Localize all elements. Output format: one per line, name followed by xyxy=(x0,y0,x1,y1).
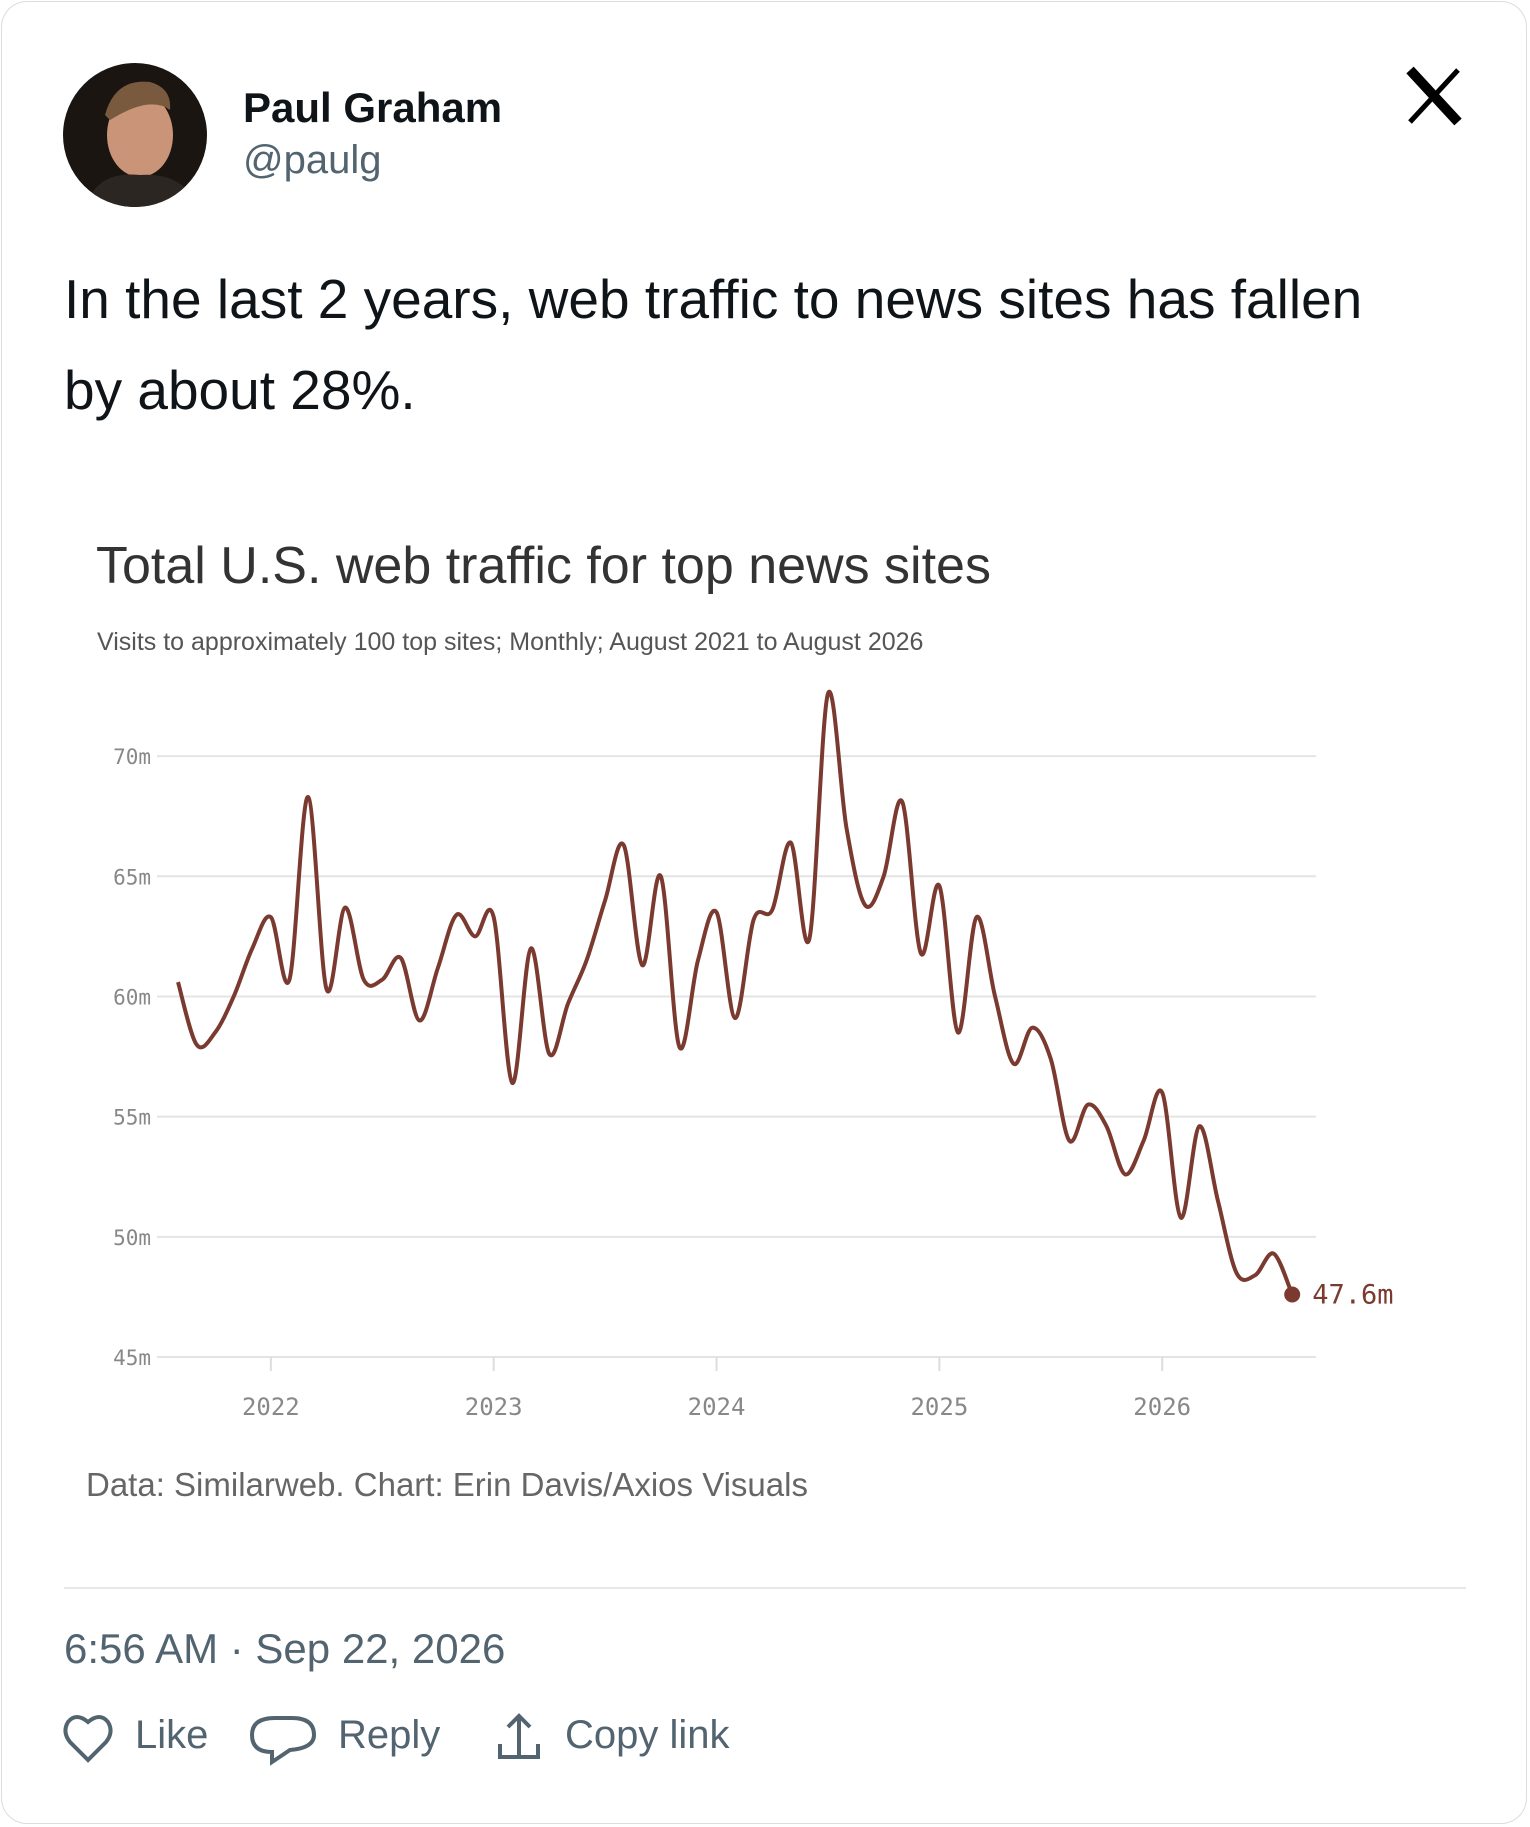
data-line xyxy=(176,689,1295,1296)
chart-source: Data: Similarweb. Chart: Erin Davis/Axio… xyxy=(86,1466,808,1503)
reply-button[interactable]: Reply xyxy=(338,1713,441,1757)
x-logo[interactable] xyxy=(1406,66,1462,126)
x-tick-label: 2023 xyxy=(465,1393,523,1421)
chart-subtitle: Visits to approximately 100 top sites; M… xyxy=(97,628,924,656)
x-tick-label: 2025 xyxy=(910,1393,968,1421)
end-point xyxy=(1284,1286,1301,1303)
y-tick-label: 60m xyxy=(113,985,151,1009)
author-handle: @paulg xyxy=(243,138,382,182)
x-tick-label: 2026 xyxy=(1133,1393,1191,1421)
end-label: 47.6m xyxy=(1312,1280,1393,1311)
tweet-text: In the last 2 years, web traffic to news… xyxy=(64,268,1363,421)
timestamp: 6:56 AM · Sep 22, 2026 xyxy=(64,1625,506,1672)
y-tick-label: 45m xyxy=(113,1346,151,1370)
like-button[interactable]: Like xyxy=(135,1713,209,1757)
like-icon[interactable] xyxy=(63,1715,113,1763)
chart-title: Total U.S. web traffic for top news site… xyxy=(96,537,991,595)
copy-link-button[interactable]: Copy link xyxy=(565,1713,730,1757)
y-tick-label: 65m xyxy=(113,865,151,889)
share-icon[interactable] xyxy=(498,1713,540,1759)
reply-icon[interactable] xyxy=(249,1716,317,1766)
y-tick-label: 50m xyxy=(113,1226,151,1250)
avatar[interactable] xyxy=(60,60,210,210)
author-name: Paul Graham xyxy=(243,84,503,131)
x-tick-label: 2022 xyxy=(242,1393,300,1421)
y-tick-label: 70m xyxy=(113,745,151,769)
y-tick-label: 55m xyxy=(113,1106,151,1130)
x-tick-label: 2024 xyxy=(688,1393,746,1421)
